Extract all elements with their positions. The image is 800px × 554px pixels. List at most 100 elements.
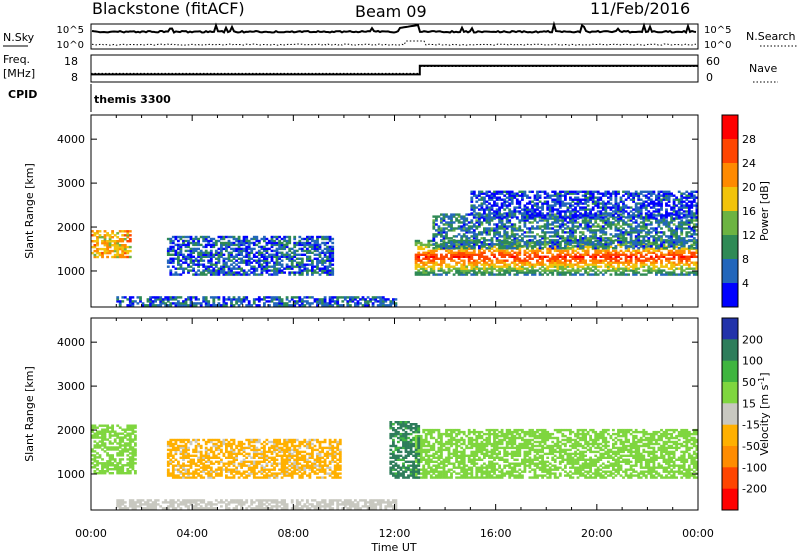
- heatmap-cell: [531, 216, 534, 219]
- heatmap-cell: [624, 255, 628, 258]
- heatmap-cell: [450, 221, 453, 224]
- heatmap-cell: [480, 233, 484, 236]
- heatmap-cell: [490, 239, 494, 242]
- heatmap-cell: [508, 208, 512, 211]
- heatmap-cell: [607, 267, 610, 270]
- heatmap-cell: [422, 273, 426, 276]
- heatmap-cell: [417, 241, 421, 245]
- heatmap-cell: [323, 235, 327, 239]
- heatmap-cell: [670, 208, 673, 211]
- heatmap-cell: [467, 261, 471, 264]
- heatmap-cell: [541, 255, 544, 258]
- heatmap-cell: [437, 472, 441, 475]
- heatmap-cell: [285, 251, 289, 254]
- heatmap-cell: [695, 243, 698, 246]
- heatmap-cell: [465, 271, 469, 274]
- heatmap-cell: [505, 263, 509, 266]
- heatmap-cell: [235, 267, 238, 270]
- heatmap-cell: [204, 269, 208, 272]
- heatmap-cell: [174, 296, 178, 299]
- heatmap-cell: [649, 269, 653, 272]
- heatmap-cell: [521, 265, 524, 268]
- heatmap-cell: [551, 257, 555, 260]
- heatmap-cell: [609, 273, 613, 276]
- heatmap-cell: [472, 237, 476, 240]
- heatmap-cell: [627, 223, 630, 226]
- heatmap-cell: [695, 267, 698, 270]
- heatmap-cell: [505, 231, 509, 234]
- heatmap-cell: [692, 223, 696, 226]
- heatmap-cell: [265, 296, 269, 299]
- heatmap-cell: [505, 227, 509, 230]
- heatmap-cell: [644, 227, 648, 230]
- heatmap-cell: [331, 298, 335, 301]
- heatmap-cell: [551, 259, 555, 262]
- heatmap-cell: [680, 204, 684, 207]
- heatmap-cell: [108, 236, 112, 239]
- heatmap-cell: [617, 202, 620, 205]
- heatmap-cell: [642, 194, 646, 197]
- heatmap-cell: [531, 212, 534, 215]
- heatmap-cell: [536, 208, 539, 211]
- heatmap-cell: [450, 215, 453, 218]
- heatmap-cell: [533, 265, 537, 268]
- heatmap-cell: [321, 300, 324, 303]
- heatmap-cell: [564, 271, 567, 274]
- heatmap-cell: [483, 208, 486, 211]
- heatmap-cell: [508, 267, 512, 270]
- heatmap-cell: [695, 273, 698, 276]
- heatmap-cell: [478, 219, 481, 222]
- heatmap-cell: [523, 259, 527, 262]
- heatmap-cell: [493, 200, 496, 203]
- heatmap-cell: [556, 243, 560, 246]
- heatmap-cell: [209, 245, 213, 249]
- heatmap-cell: [288, 267, 292, 270]
- heatmap-cell: [270, 237, 274, 241]
- heatmap-cell: [523, 235, 527, 238]
- heatmap-cell: [437, 436, 441, 440]
- heatmap-cell: [379, 296, 383, 299]
- heatmap-cell: [364, 304, 367, 307]
- heatmap-cell: [197, 247, 200, 251]
- heatmap-cell: [695, 223, 698, 226]
- heatmap-cell: [171, 249, 175, 253]
- heatmap-cell: [116, 249, 120, 253]
- heatmap-cell: [503, 237, 507, 240]
- heatmap-cell: [270, 300, 274, 303]
- heatmap-cell: [599, 249, 603, 253]
- heatmap-cell: [619, 198, 623, 201]
- heatmap-cell: [553, 257, 557, 260]
- heatmap-cell: [505, 269, 509, 272]
- heatmap-cell: [551, 271, 555, 274]
- heatmap-cell: [440, 257, 443, 260]
- heatmap-cell: [639, 206, 643, 209]
- heatmap-cell: [275, 304, 279, 307]
- heatmap-cell: [690, 271, 694, 274]
- heatmap-cell: [447, 257, 451, 260]
- heatmap-cell: [442, 257, 446, 260]
- heatmap-cell: [607, 265, 610, 268]
- heatmap-cell: [513, 235, 517, 238]
- heatmap-cell: [672, 233, 676, 236]
- heatmap-cell: [536, 194, 539, 197]
- heatmap-cell: [690, 245, 694, 248]
- heatmap-cell: [278, 257, 281, 260]
- heatmap-cell: [510, 255, 514, 258]
- heatmap-cell: [551, 221, 555, 224]
- heatmap-cell: [655, 217, 658, 220]
- heatmap-cell: [328, 273, 332, 276]
- heatmap-cell: [553, 243, 557, 246]
- heatmap-cell: [247, 245, 251, 249]
- heatmap-cell: [564, 261, 567, 264]
- heatmap-cell: [204, 296, 208, 299]
- heatmap-cell: [571, 219, 575, 222]
- heatmap-cell: [280, 251, 284, 254]
- heatmap-cell: [662, 194, 666, 197]
- heatmap-cell: [518, 267, 522, 270]
- heatmap-cell: [298, 271, 302, 274]
- heatmap-cell: [475, 200, 479, 203]
- heatmap-cell: [685, 241, 689, 244]
- heatmap-cell: [652, 241, 656, 244]
- heatmap-cell: [508, 265, 512, 268]
- heatmap-cell: [227, 235, 231, 239]
